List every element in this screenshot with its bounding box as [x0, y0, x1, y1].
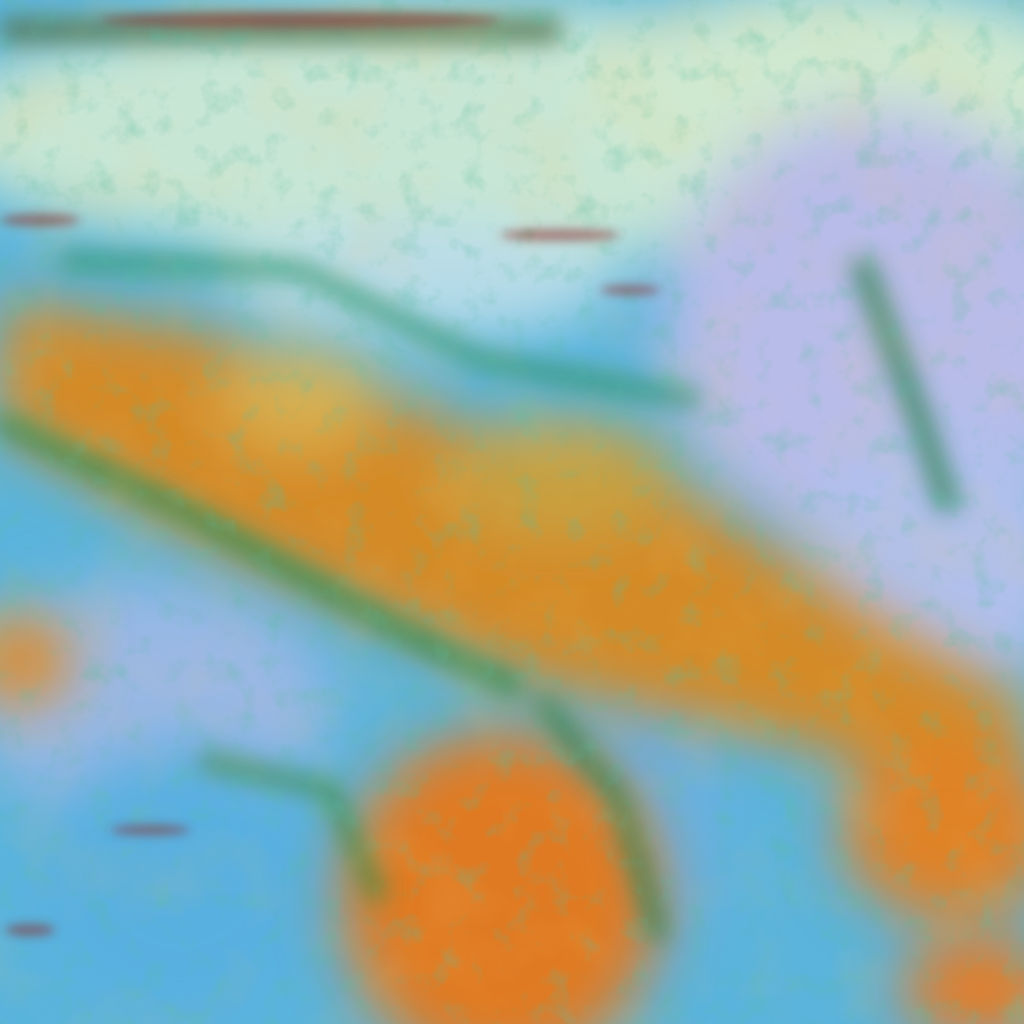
shadow-streaks	[0, 12, 660, 936]
